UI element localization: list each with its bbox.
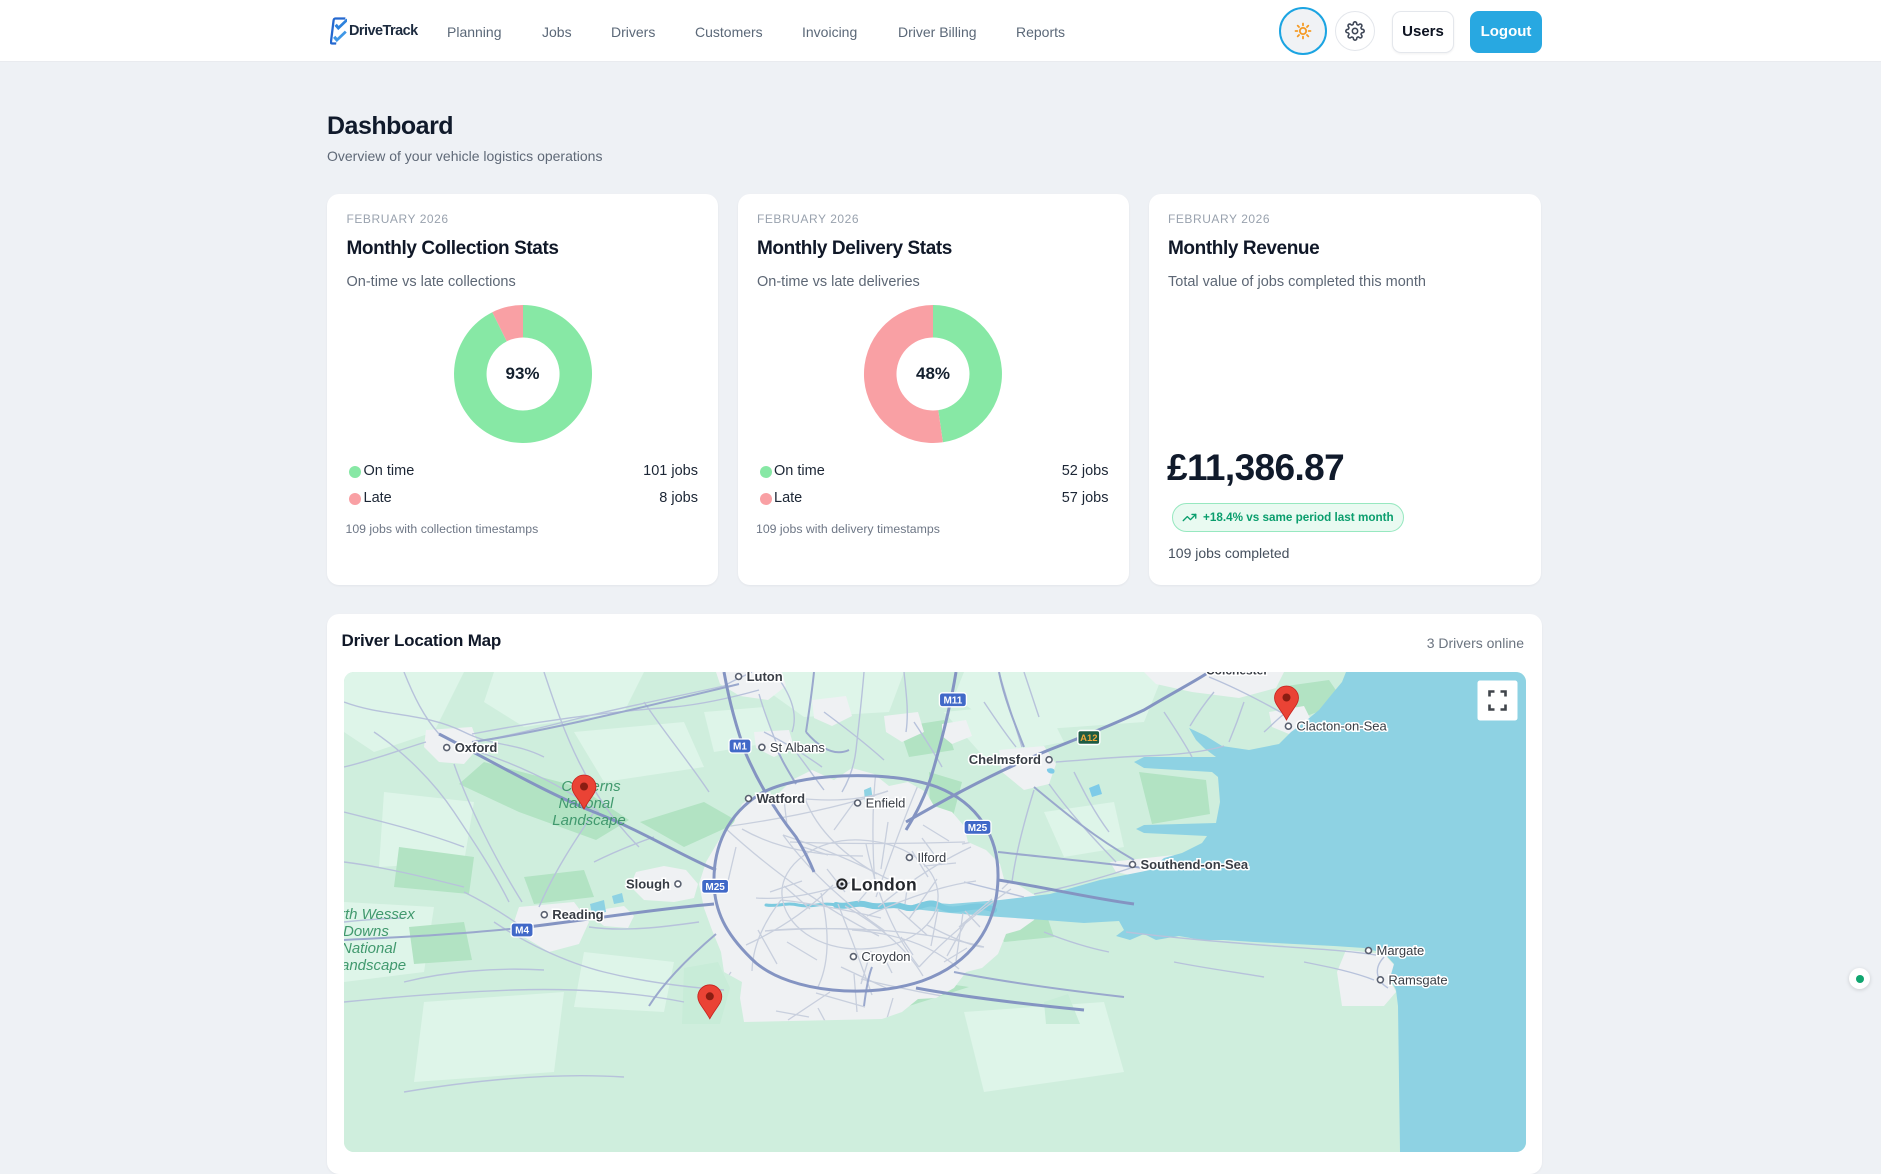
svg-text:Clacton-on-Sea: Clacton-on-Sea [1296,718,1387,733]
svg-text:St Albans: St Albans [769,739,824,754]
svg-text:Chelmsford: Chelmsford [968,752,1040,767]
svg-text:Slough: Slough [625,876,669,891]
svg-text:M25: M25 [705,881,725,892]
svg-text:Colchester: Colchester [1206,672,1268,678]
svg-text:M25: M25 [967,823,987,834]
svg-text:A12: A12 [1080,733,1097,744]
svg-text:rth Wessex: rth Wessex [344,906,415,923]
svg-text:Ilford: Ilford [917,850,946,865]
svg-text:M11: M11 [943,695,962,706]
svg-text:Landscape: Landscape [552,812,625,829]
svg-text:M1: M1 [733,741,747,752]
svg-text:Watford: Watford [756,791,805,806]
svg-text:Reading: Reading [552,907,603,922]
svg-text:Croydon: Croydon [861,949,910,964]
svg-text:Enfield: Enfield [865,795,905,810]
svg-text:Oxford: Oxford [454,740,497,755]
svg-text:andscape: andscape [344,957,406,974]
svg-text:Southend-on-Sea: Southend-on-Sea [1140,857,1248,872]
svg-text:London: London [851,874,917,894]
svg-text:Luton: Luton [746,672,782,684]
svg-text:Ramsgate: Ramsgate [1388,972,1447,987]
svg-text:Margate: Margate [1376,943,1424,958]
svg-text:Downs: Downs [344,923,389,940]
svg-text:National: National [344,940,397,957]
svg-text:M4: M4 [515,925,529,936]
